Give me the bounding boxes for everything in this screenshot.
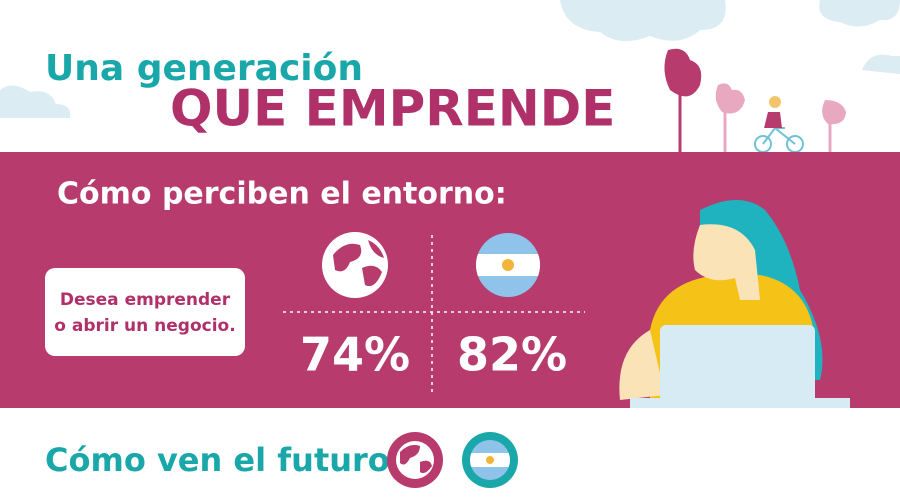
globe-icon-small [387,432,443,488]
label-line: o abrir un negocio. [54,316,235,336]
clouds [0,0,900,118]
stat-value: 82% [457,328,567,382]
globe-icon [322,232,388,298]
cyclist [754,96,804,153]
woman-illustration [619,200,850,408]
label-line: Desea emprender [60,290,231,310]
title-line2: QUE EMPRENDE [170,80,615,138]
label-box [45,268,245,356]
flag-icon [476,233,540,297]
stat-value: 74% [300,328,410,382]
title-line1: Una generación [45,48,363,89]
section2-heading: Cómo ven el futuro: [45,441,403,479]
section1-heading: Cómo perciben el entorno: [57,177,507,212]
dividers [283,235,585,395]
flag-icon-small [462,432,518,488]
trees [664,48,846,152]
